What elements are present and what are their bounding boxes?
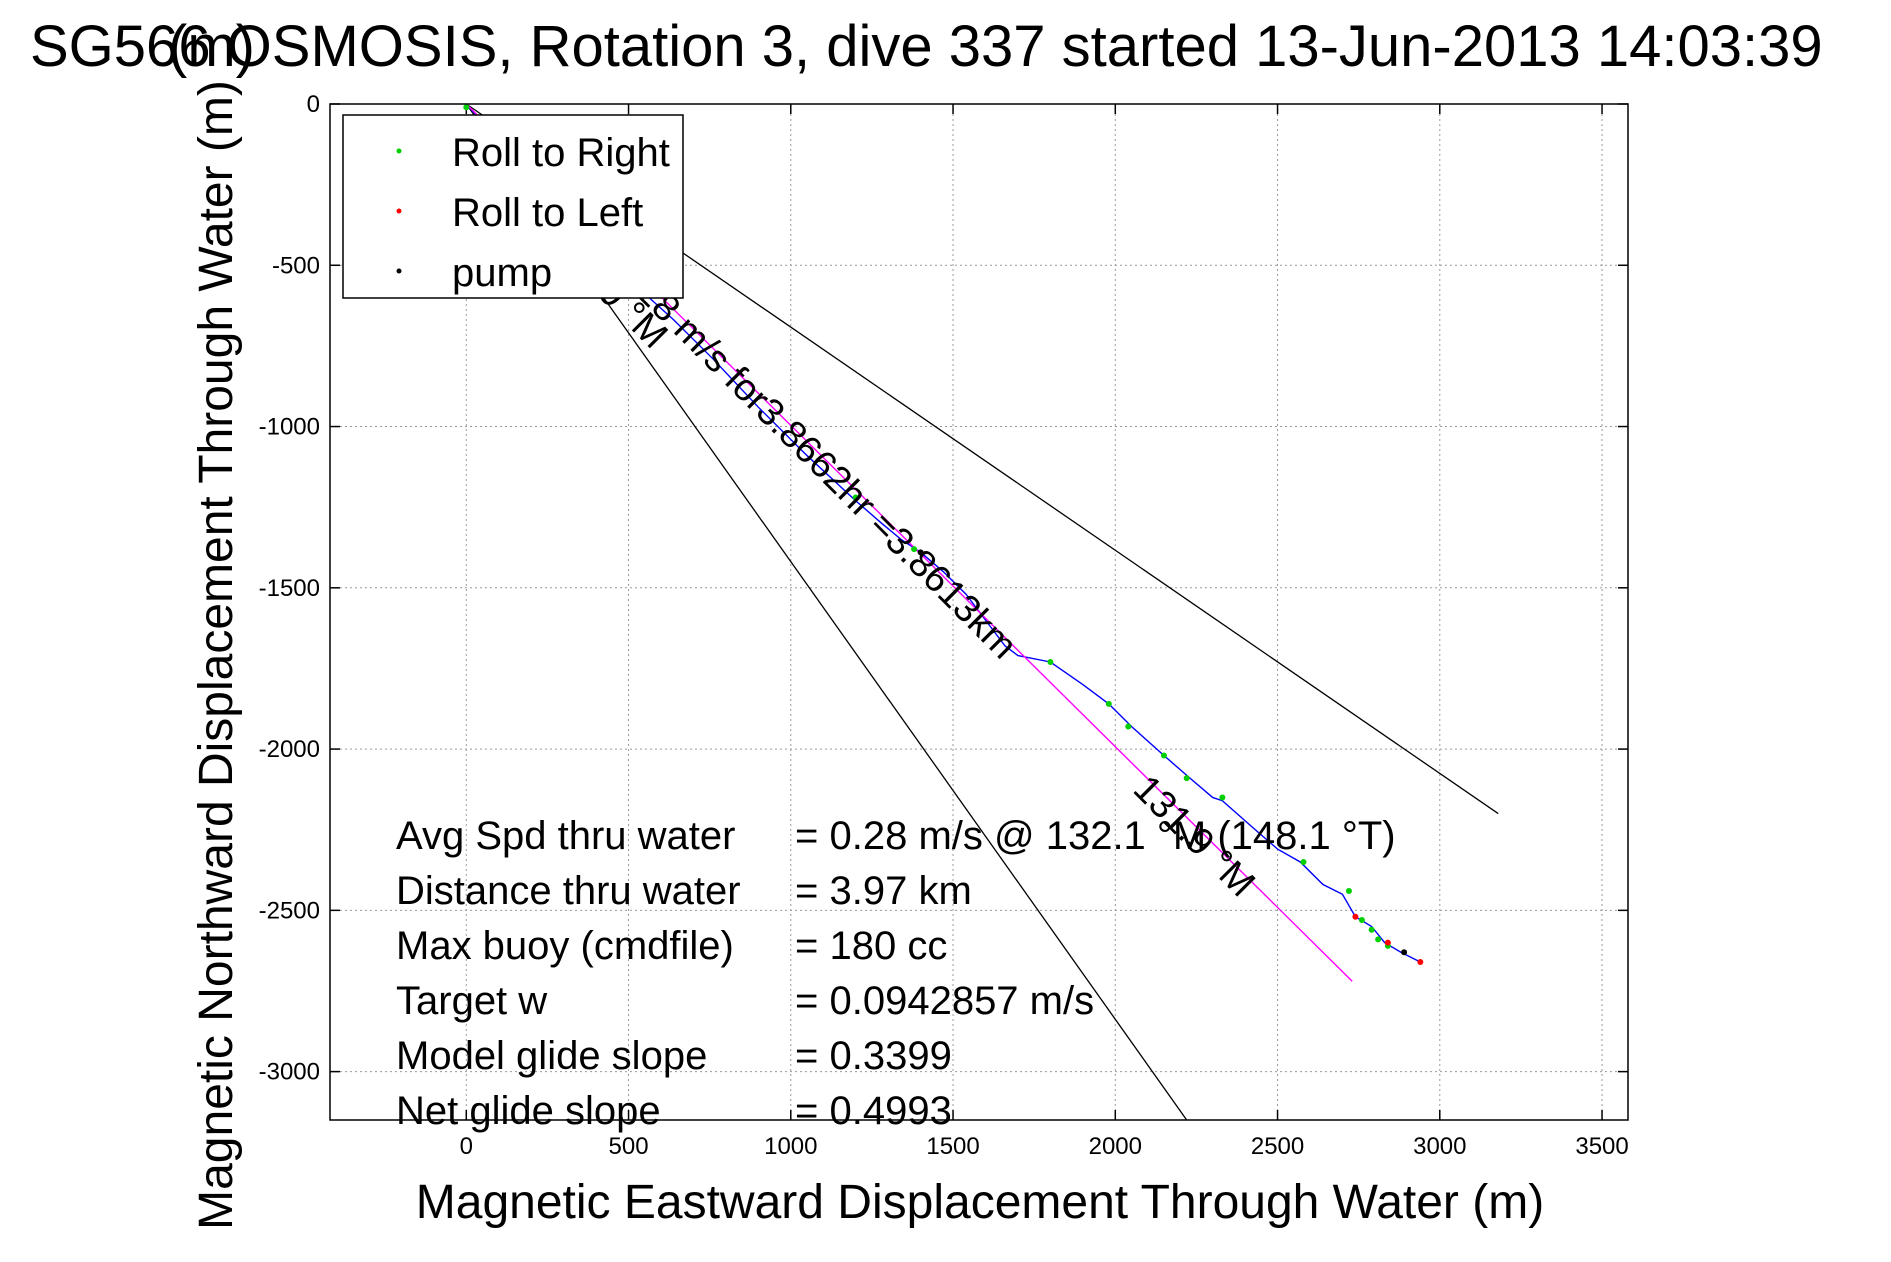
stat-value: = 3.97 km <box>795 869 972 913</box>
chart-title-overlap: (m) <box>168 14 255 79</box>
stat-label: Distance thru water <box>396 869 741 913</box>
red-marker <box>1352 913 1359 920</box>
stat-label: Model glide slope <box>396 1034 707 1078</box>
x-tick-label: 0 <box>460 1133 473 1160</box>
x-tick-label: 3000 <box>1413 1133 1466 1160</box>
chart-title: SG566 OSMOSIS, Rotation 3, dive 337 star… <box>30 14 1823 79</box>
stats-block: Avg Spd thru water = 0.28 m/s @ 132.1 °M … <box>396 814 1396 1133</box>
stat-value: = 0.0942857 m/s <box>795 979 1094 1023</box>
green-marker <box>1105 700 1112 707</box>
green-marker <box>1125 723 1132 730</box>
green-marker <box>852 494 859 501</box>
green-marker <box>463 104 470 111</box>
x-ticks: 0 500 1000 1500 2000 2500 3000 3500 <box>460 104 1629 1160</box>
legend-marker <box>396 268 402 274</box>
black-marker <box>1401 949 1408 956</box>
legend-box <box>342 114 684 299</box>
y-tick-label: -2500 <box>259 897 320 924</box>
x-tick-label: 3500 <box>1575 1133 1628 1160</box>
red-marker <box>1417 958 1424 965</box>
green-marker <box>1358 917 1365 924</box>
annotation-label: 0.28 m/s for3.8662hr =3.8613km <box>606 248 1025 667</box>
green-marker <box>1219 794 1226 801</box>
legend-label: Roll to Right <box>452 131 670 175</box>
x-tick-label: 1000 <box>764 1133 817 1160</box>
green-marker <box>1183 775 1190 782</box>
x-tick-label: 500 <box>609 1133 649 1160</box>
stat-value: = 0.4993 <box>795 1089 952 1133</box>
stat-label: Net glide slope <box>396 1089 661 1133</box>
green-marker <box>1368 926 1375 933</box>
y-tick-label: -1500 <box>259 575 320 602</box>
green-marker <box>1345 887 1352 894</box>
y-tick-label: -1000 <box>259 414 320 441</box>
legend-label: pump <box>452 251 552 295</box>
y-tick-label: -2000 <box>259 736 320 763</box>
legend-marker <box>396 148 402 154</box>
green-marker <box>1047 658 1054 665</box>
y-axis-label: Magnetic Northward Displacement Through … <box>190 80 243 1230</box>
green-marker <box>1375 936 1382 943</box>
y-tick-label: 0 <box>307 91 320 118</box>
x-tick-label: 1500 <box>926 1133 979 1160</box>
black-marker <box>917 549 924 556</box>
x-axis-label: Magnetic Eastward Displacement Through W… <box>416 1176 1544 1229</box>
stat-label: Target w <box>396 979 547 1023</box>
stat-value: = 0.28 m/s @ 132.1 °M (148.1 °T) <box>795 814 1396 858</box>
stat-label: Avg Spd thru water <box>396 814 735 858</box>
stat-value: = 180 cc <box>795 924 947 968</box>
red-marker <box>1384 939 1391 946</box>
x-tick-label: 2000 <box>1089 1133 1142 1160</box>
x-tick-label: 2500 <box>1251 1133 1304 1160</box>
y-tick-label: -500 <box>272 252 320 279</box>
y-tick-label: -3000 <box>259 1059 320 1086</box>
legend: Roll to Right Roll to Left pump <box>342 114 684 299</box>
y-ticks: 0 -500 -1000 -1500 -2000 -2500 -3000 <box>259 91 1628 1086</box>
green-marker <box>911 546 918 553</box>
legend-label: Roll to Left <box>452 191 643 235</box>
legend-marker <box>396 208 402 214</box>
green-marker <box>1160 752 1167 759</box>
green-marker <box>1300 858 1307 865</box>
stat-label: Max buoy (cmdfile) <box>396 924 734 968</box>
annotations: 131.9 °M0.28 m/s for3.8662hr =3.8613km13… <box>538 219 1263 905</box>
plot-frame <box>329 103 1629 1121</box>
stat-value: = 0.3399 <box>795 1034 952 1078</box>
marker-layer <box>463 104 1424 965</box>
